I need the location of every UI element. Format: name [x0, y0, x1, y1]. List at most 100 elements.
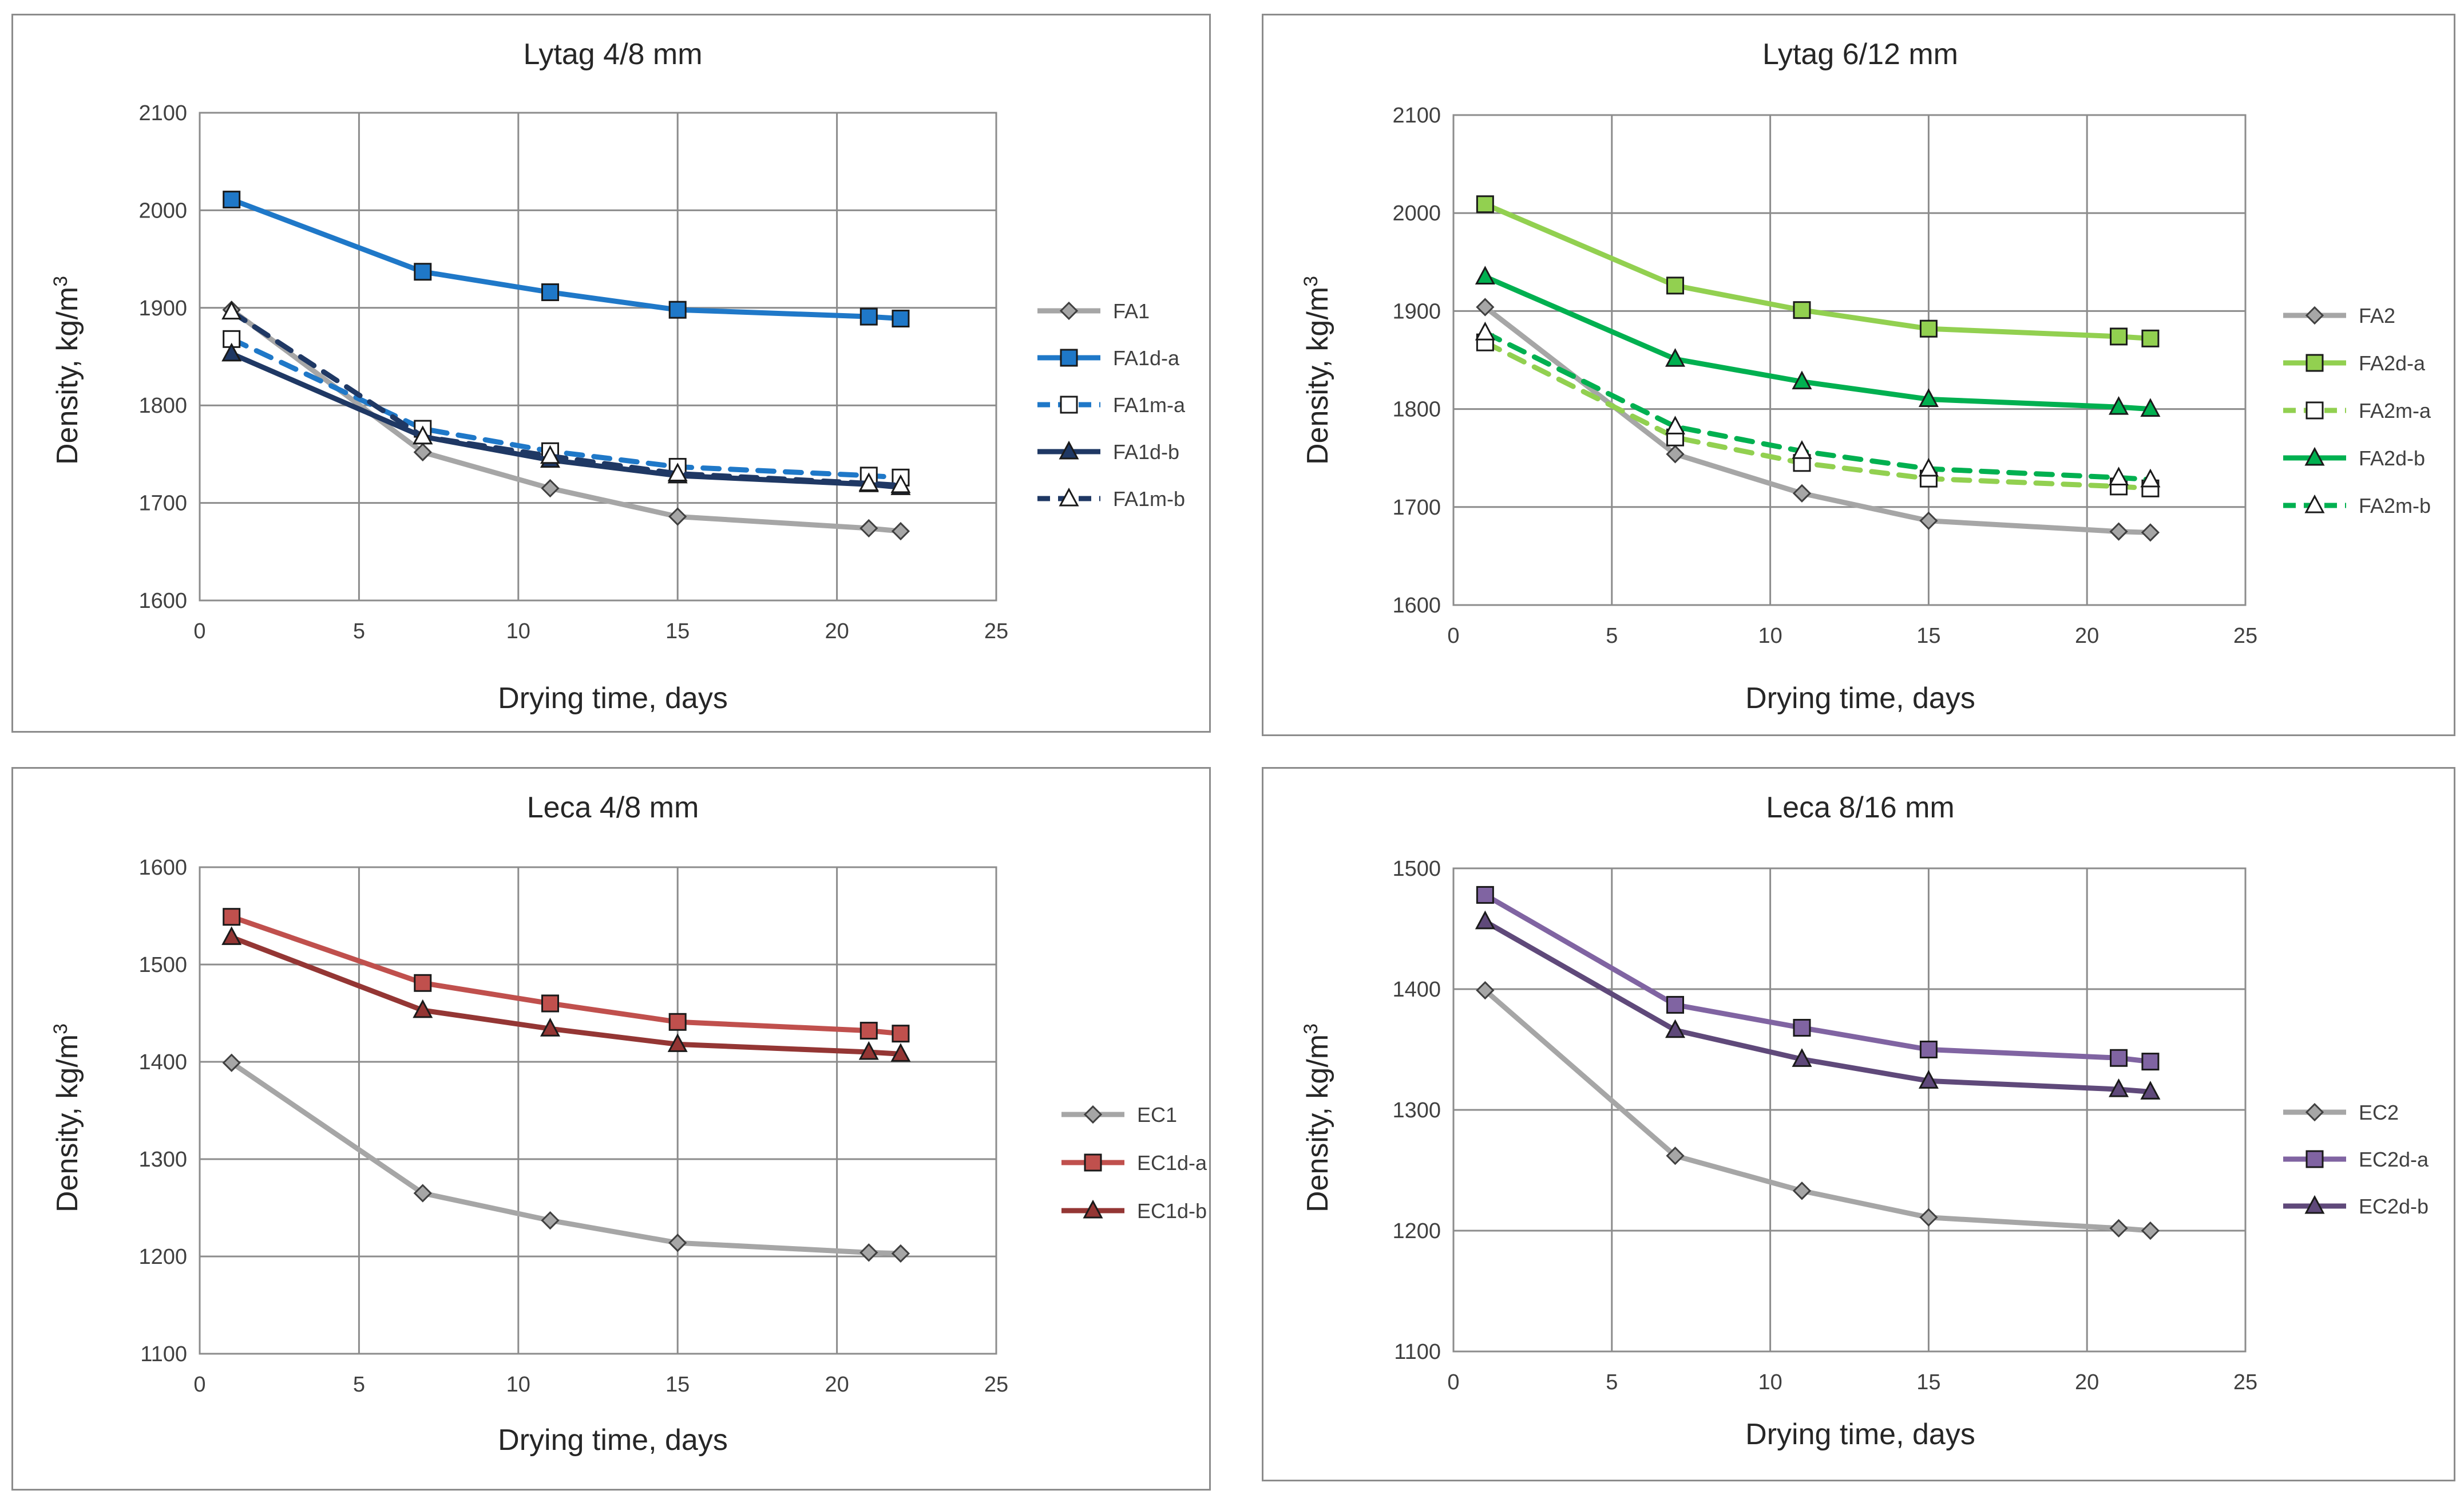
x-tick-label: 0	[193, 619, 205, 643]
data-point-ec2d-b	[1792, 1048, 1812, 1067]
svg-text:Density, kg/m3: Density, kg/m3	[1300, 1023, 1334, 1212]
data-point-fa2d-b	[1665, 348, 1686, 367]
data-point-fa2d-a	[2110, 327, 2128, 346]
data-point-fa1m-b	[221, 301, 242, 320]
legend-label: FA2	[2359, 304, 2395, 327]
series-fa1d-b	[221, 342, 911, 495]
y-tick-label: 1700	[138, 492, 187, 516]
legend-label: EC1d-a	[1137, 1151, 1207, 1175]
data-point-fa2d-a	[1476, 195, 1494, 214]
data-point-ec1d-a	[414, 974, 432, 992]
data-point-ec2	[2109, 1219, 2128, 1238]
legend-label: FA1d-a	[1113, 346, 1180, 370]
data-point-ec1d-a	[223, 908, 241, 926]
series-ec1d-a	[223, 908, 910, 1043]
legend: EC2 EC2d-a EC2d-b	[2283, 1101, 2429, 1218]
x-tick-label: 20	[825, 619, 849, 643]
y-tick-label: 1900	[1392, 299, 1441, 323]
chart-lytag-6-12: Lytag 6/12 mm Drying time, days Density,…	[1300, 38, 2431, 715]
data-point-fa1m-b	[667, 463, 688, 481]
legend-label: FA1	[1113, 299, 1150, 323]
plot-area	[1452, 114, 2247, 606]
legend-item-ec1d-b: EC1d-b	[1061, 1199, 1207, 1223]
data-point-fa1d-a	[414, 263, 432, 281]
x-tick-label: 5	[1606, 624, 1618, 648]
legend-label: EC1	[1137, 1103, 1177, 1126]
series-ec1	[222, 1053, 910, 1263]
series-fa1d-a	[223, 191, 910, 328]
data-point-ec1	[891, 1244, 910, 1263]
legend-label: EC2d-a	[2359, 1148, 2429, 1171]
chart-title: Lytag 4/8 mm	[523, 38, 702, 71]
data-point-fa2	[2141, 523, 2160, 542]
data-point-ec2d-b	[1918, 1070, 1939, 1089]
x-tick-label: 15	[665, 619, 690, 643]
data-point-fa2d-b	[2109, 396, 2129, 415]
data-point-ec1d-a	[668, 1013, 687, 1031]
chart-leca-4-8: Leca 4/8 mm Drying time, days Density, k…	[50, 791, 1207, 1457]
y-tick-label: 2100	[1392, 104, 1441, 128]
series-fa2d-a	[1476, 195, 2160, 347]
data-point-ec1d-b	[890, 1043, 911, 1062]
data-point-fa2d-b	[1475, 266, 1495, 284]
x-axis-label: Drying time, days	[1745, 682, 1975, 715]
legend-label: EC2d-b	[2359, 1195, 2429, 1218]
legend-item-fa2: FA2	[2283, 304, 2395, 327]
legend-label: FA2m-a	[2359, 399, 2431, 422]
series-line-ec2d-b	[1482, 919, 2153, 1094]
data-point-ec2d-a	[1666, 995, 1685, 1014]
gridlines	[199, 866, 997, 1355]
y-tick-label: 1800	[1392, 398, 1441, 422]
legend-marker	[1060, 396, 1078, 414]
series-ec2	[1476, 981, 2160, 1240]
x-tick-label: 5	[1606, 1370, 1618, 1394]
data-point-fa2	[1919, 511, 1938, 530]
x-tick-label: 0	[1447, 1370, 1459, 1394]
y-axis-label-superscript: 3	[1300, 276, 1322, 287]
svg-text:Density, kg/m3: Density, kg/m3	[50, 276, 84, 465]
x-tick-label: 25	[2233, 624, 2257, 648]
data-point-ec2	[1476, 981, 1495, 1000]
legend: FA1 FA1d-a FA1m-a FA1d-b FA1m-b	[1037, 299, 1186, 511]
series-line-ec1	[229, 1060, 904, 1256]
data-point-ec2	[1792, 1181, 1812, 1200]
series-fa2m-a	[1476, 333, 2160, 497]
x-tick-label: 15	[1916, 1370, 1940, 1394]
data-point-fa2	[1792, 484, 1812, 503]
chart-panel-lytag-6-12: Lytag 6/12 mm Drying time, days Density,…	[1262, 14, 2455, 736]
legend-marker	[2305, 306, 2324, 325]
legend-item-fa2m-b: FA2m-b	[2283, 494, 2431, 517]
data-point-fa1	[541, 479, 560, 498]
svg-text:Density, kg/m3: Density, kg/m3	[1300, 276, 1334, 465]
legend-item-ec1: EC1	[1061, 1103, 1177, 1126]
data-point-fa1m-b	[413, 425, 433, 445]
data-point-ec1d-b	[667, 1033, 688, 1052]
x-tick-label: 10	[1758, 1370, 1782, 1394]
legend-item-fa2d-a: FA2d-a	[2283, 351, 2426, 375]
x-tick-label: 25	[984, 1373, 1008, 1397]
data-point-ec2d-a	[1793, 1019, 1811, 1037]
data-point-ec2d-b	[1665, 1019, 1686, 1038]
y-axis-label: Density, kg/m3	[50, 1023, 84, 1212]
chart-title: Leca 4/8 mm	[527, 791, 699, 824]
series-fa2	[1476, 298, 2160, 542]
data-point-fa2	[2109, 522, 2128, 541]
data-point-ec2d-a	[2141, 1053, 2160, 1071]
series-ec2d-a	[1476, 886, 2160, 1071]
data-point-fa2m-b	[1665, 416, 1686, 434]
x-tick-label: 0	[1447, 624, 1459, 648]
y-tick-label: 1100	[140, 1342, 187, 1366]
legend-marker	[2305, 401, 2324, 420]
data-point-fa2m-b	[1918, 457, 1939, 477]
x-tick-label: 25	[2233, 1370, 2257, 1394]
series-line-fa2	[1482, 305, 2153, 535]
data-point-fa2m-b	[1792, 440, 1812, 459]
y-axis-label: Density, kg/m3	[1300, 276, 1334, 465]
data-point-ec1d-b	[540, 1018, 560, 1037]
y-axis-label-superscript: 3	[50, 276, 72, 287]
y-axis-label-superscript: 3	[50, 1023, 72, 1034]
legend-label: EC2	[2359, 1101, 2399, 1124]
chart-title: Leca 8/16 mm	[1766, 791, 1955, 824]
x-tick-label: 15	[665, 1373, 690, 1397]
y-tick-label: 1300	[138, 1148, 187, 1172]
